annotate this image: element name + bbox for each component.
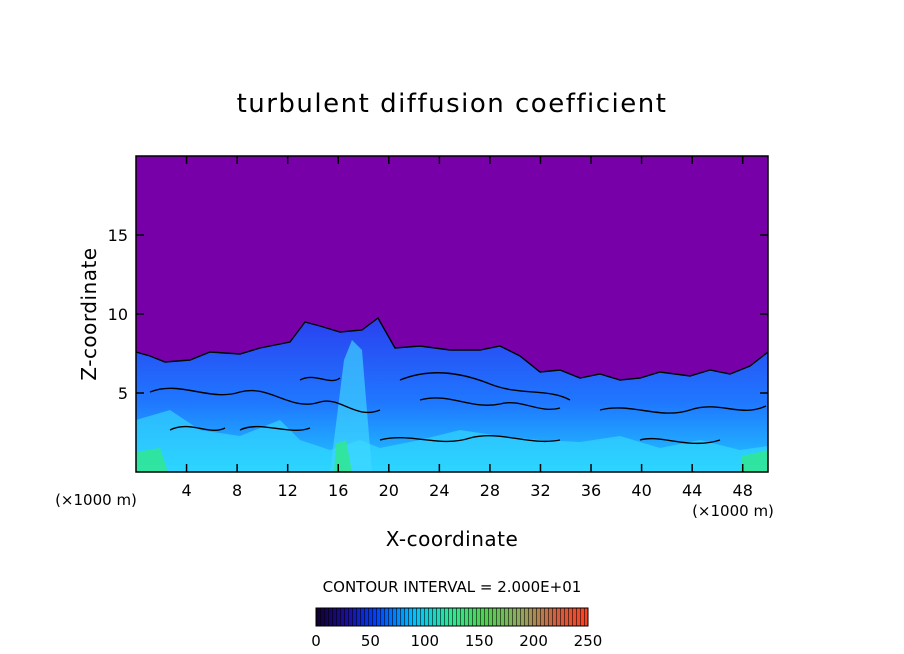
x-unit-label-right: (×1000 m) (692, 502, 774, 520)
x-tick-label: 44 (682, 481, 702, 500)
x-tick-label: 20 (379, 481, 399, 500)
colorbar-tick-label: 0 (311, 632, 321, 650)
green-patch-right (740, 450, 768, 472)
x-axis-title: X-coordinate (386, 527, 519, 551)
colorbar-tick-label: 50 (361, 632, 380, 650)
colorbar-ticks: 0 50 100 150 200 250 (311, 632, 602, 650)
x-tick-label: 4 (181, 481, 191, 500)
turbulent-region (136, 318, 768, 472)
x-unit-label-left: (×1000 m) (55, 491, 137, 509)
y-tick-label: 15 (108, 226, 128, 245)
y-tick-label: 5 (118, 384, 128, 403)
contour-lines (136, 316, 768, 444)
x-tick-label: 36 (581, 481, 601, 500)
green-patch-left (136, 448, 168, 472)
colorbar-tick-label: 200 (519, 632, 548, 650)
x-tick-label: 24 (429, 481, 449, 500)
x-tick-label: 8 (232, 481, 242, 500)
x-tick-label: 16 (328, 481, 348, 500)
chart-title: turbulent diffusion coefficient (237, 89, 668, 119)
colorbar: 0 50 100 150 200 250 (311, 607, 602, 650)
colorbar-tick-label: 150 (465, 632, 494, 650)
y-tick-label: 10 (108, 305, 128, 324)
colorbar-tick-label: 250 (574, 632, 603, 650)
y-axis: 5 10 15 (108, 226, 768, 403)
x-tick-label: 12 (278, 481, 298, 500)
colorbar-tick-label: 100 (410, 632, 439, 650)
x-tick-label: 40 (631, 481, 651, 500)
x-tick-label: 28 (480, 481, 500, 500)
colorbar-frame (315, 607, 589, 627)
y-axis-title: Z-coordinate (77, 247, 101, 380)
x-tick-label: 48 (733, 481, 753, 500)
x-axis: 4 8 12 16 20 24 28 32 36 40 44 48 (181, 156, 753, 500)
contour-interval-label: CONTOUR INTERVAL = 2.000E+01 (323, 578, 582, 596)
plume (330, 340, 372, 472)
x-tick-label: 32 (530, 481, 550, 500)
colorbar-stripes (316, 608, 588, 626)
plot-area (136, 156, 768, 472)
